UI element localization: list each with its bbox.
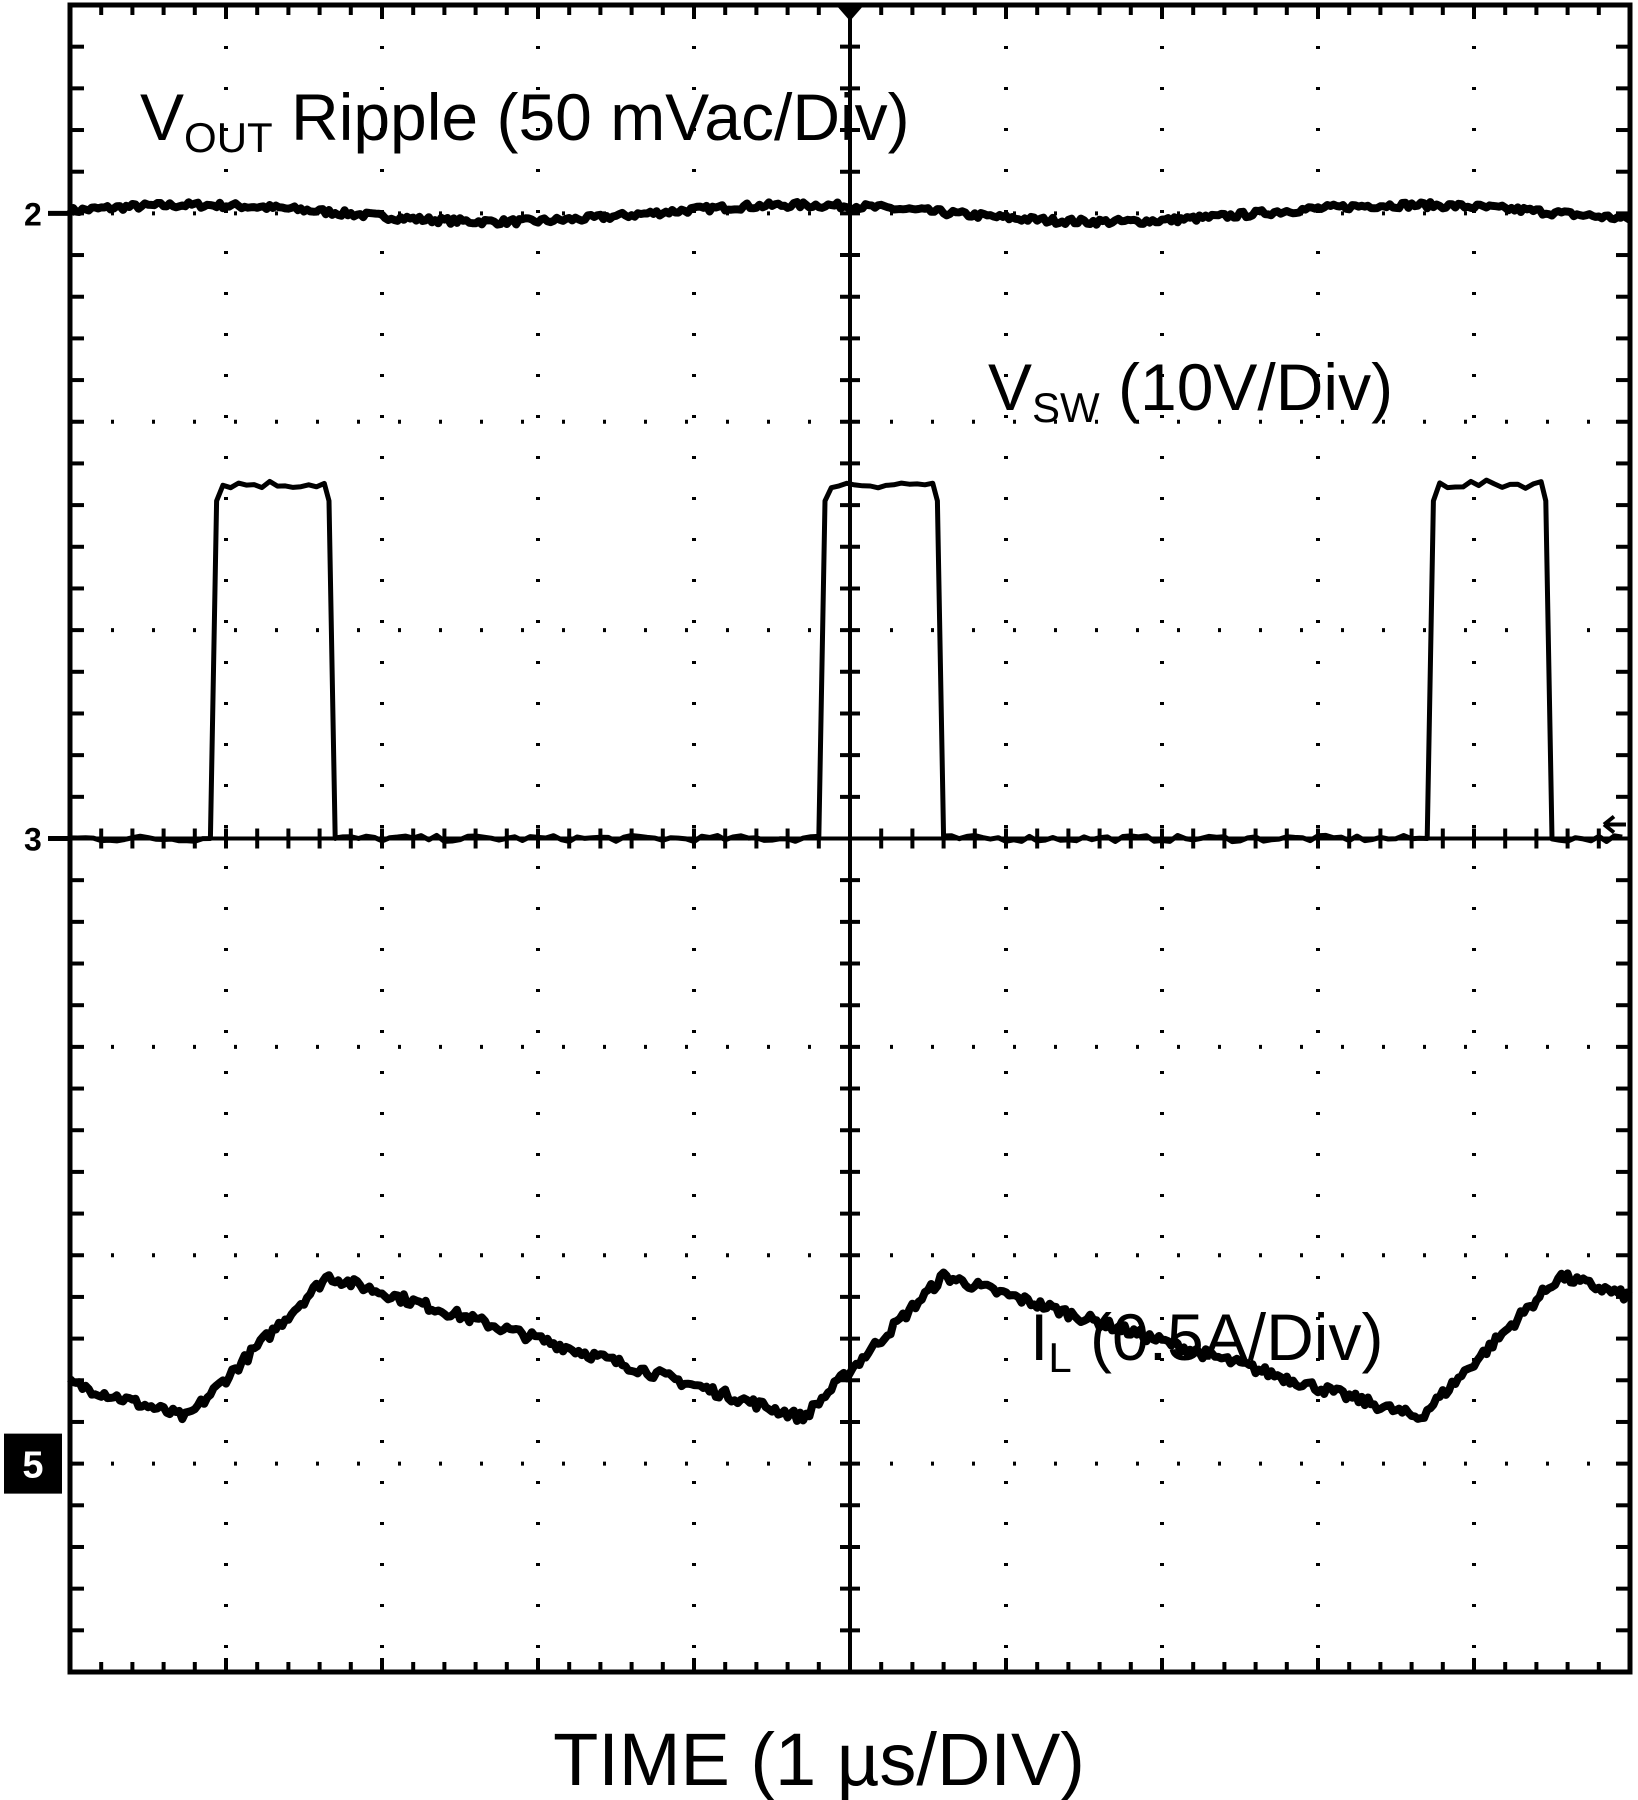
series-label-main: V (140, 80, 184, 154)
channel-marker-label: 5 (22, 1445, 43, 1487)
series-label-vout-ripple: VOUT Ripple (50 mVac/Div) (140, 80, 910, 161)
channel-marker-label: 2 (24, 196, 42, 232)
channel-marker-label: 3 (24, 822, 42, 858)
series-label-rest: (0.5A/Div) (1072, 1300, 1384, 1374)
series-label-sub: OUT (184, 114, 273, 161)
trace-vout-ripple (66, 198, 1633, 229)
series-label-sub: SW (1032, 384, 1100, 431)
series-label-sub: L (1048, 1334, 1071, 1381)
trigger-level-arrow (1602, 814, 1626, 835)
trace-il (67, 1268, 1633, 1425)
channel-markers: 2 3 5 (4, 196, 1626, 1494)
x-axis-label: TIME (1 µs/DIV) (553, 1718, 1085, 1800)
trigger-position-marker (836, 5, 864, 21)
labels: VOUT Ripple (50 mVac/Div) VSW (10V/Div) … (140, 80, 1393, 1800)
trace-vsw (67, 477, 1623, 845)
series-label-vsw: VSW (10V/Div) (988, 350, 1393, 431)
series-label-rest: (10V/Div) (1100, 350, 1393, 424)
series-label-main: V (988, 350, 1032, 424)
channel-marker-box (4, 1433, 62, 1494)
series-label-rest: Ripple (50 mVac/Div) (273, 80, 910, 154)
traces (66, 198, 1633, 1425)
series-label-il: IL (0.5A/Div) (1030, 1300, 1383, 1381)
series-label-main: I (1030, 1300, 1048, 1374)
